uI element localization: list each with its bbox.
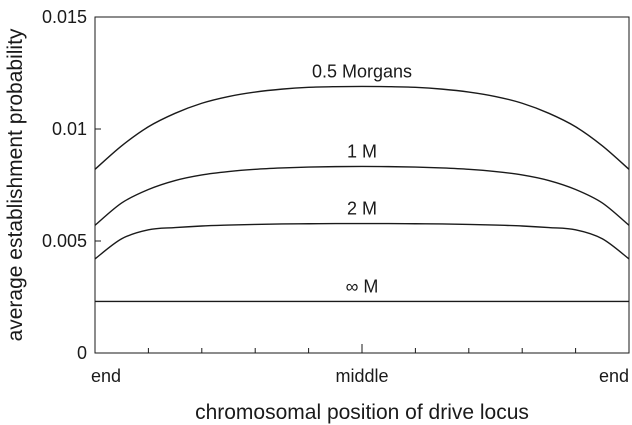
y-tick-label: 0 — [77, 343, 87, 363]
x-axis-label: chromosomal position of drive locus — [195, 401, 529, 424]
x-tick-label: middle — [335, 366, 388, 386]
series-label: 0.5 Morgans — [312, 61, 412, 81]
y-axis-ticks: 0 0.005 0.01 0.015 — [42, 7, 101, 363]
y-axis-label: average establishment probability — [4, 28, 27, 341]
series-line — [94, 165, 630, 226]
series-label: ∞ M — [346, 276, 379, 296]
series-line — [94, 222, 630, 260]
series-line — [94, 85, 630, 170]
series-lines — [94, 85, 630, 303]
x-tick-label: end — [599, 366, 629, 386]
y-tick-label: 0.005 — [42, 231, 87, 251]
series-label: 2 M — [347, 199, 377, 219]
y-tick-label: 0.01 — [52, 119, 87, 139]
series-labels: 0.5 Morgans 1 M 2 M ∞ M — [312, 61, 412, 296]
x-axis-ticks: end middle end — [91, 344, 630, 386]
x-tick-label: end — [91, 366, 121, 386]
series-label: 1 M — [347, 141, 377, 161]
y-tick-label: 0.015 — [42, 7, 87, 27]
